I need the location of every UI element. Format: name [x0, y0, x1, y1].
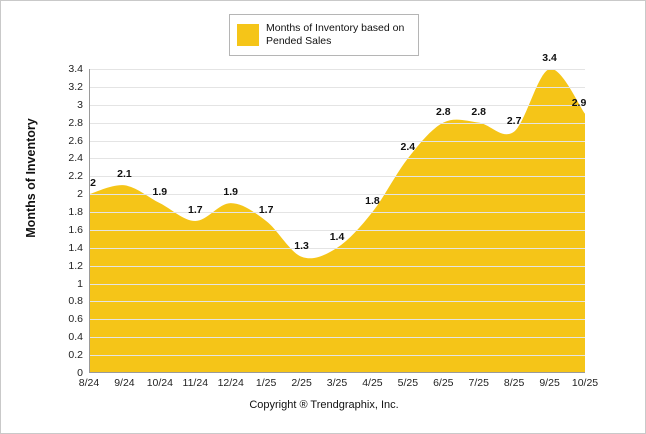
gridline [90, 141, 585, 142]
gridline [90, 194, 585, 195]
gridline [90, 87, 585, 88]
gridline [90, 248, 585, 249]
data-point-label: 1.9 [152, 186, 168, 199]
x-axis-line [89, 372, 585, 373]
y-axis-tick-label: 3.2 [68, 80, 83, 93]
x-axis-tick-label: 9/25 [539, 377, 560, 389]
data-point-label: 1.7 [187, 204, 203, 216]
y-axis-tick-label: 1 [77, 277, 83, 290]
x-axis-tick-label: 1/25 [255, 377, 277, 389]
data-point-label: 2.1 [117, 168, 132, 181]
x-axis-tick-label: 10/24 [146, 377, 173, 389]
data-point-label: 2.8 [471, 105, 487, 118]
y-axis-tick-label: 1.2 [68, 259, 83, 272]
y-axis-tick-label: 1.8 [68, 206, 83, 219]
y-axis-tick-label: 2.6 [68, 134, 83, 147]
x-axis-tick-label: 4/25 [362, 377, 383, 389]
data-point-label: 2.4 [400, 141, 416, 154]
gridline [90, 266, 585, 267]
x-axis-tick-label: 2/25 [291, 377, 312, 389]
gridline [90, 337, 585, 338]
plot-area: 2 2.1 1.9 1.7 1.9 1.7 1.3 1.4 1.8 2.4 2.8 2.8 2.7 3.4… [89, 52, 587, 373]
y-axis-tick-label: 0.6 [68, 313, 83, 326]
y-axis-tick-label: 0.4 [68, 331, 83, 344]
copyright-text: Copyright ® Trendgraphix, Inc. [249, 399, 399, 411]
gridline [90, 105, 585, 106]
y-axis-tick-label: 1.6 [68, 223, 83, 236]
x-axis-tick-label: 12/24 [217, 377, 244, 389]
data-point-label: 2.9 [571, 96, 587, 109]
gridline [90, 176, 585, 177]
area-series-path [89, 69, 585, 373]
gridline [90, 123, 585, 124]
area-series-svg [89, 69, 585, 373]
data-point-label: 2 [90, 177, 96, 190]
x-axis-tick-label: 7/25 [468, 377, 489, 389]
y-axis-tick-label: 3 [77, 98, 83, 111]
x-axis-tick-label: 8/25 [503, 377, 525, 389]
y-axis-line [89, 69, 90, 373]
y-axis-tick-label: 2.8 [68, 116, 83, 129]
gridline [90, 69, 585, 70]
data-point-label: 3.4 [542, 52, 557, 64]
data-point-label: 2.7 [506, 114, 522, 127]
y-axis-tick-label: 0.8 [68, 295, 83, 308]
x-axis-tick-label: 3/25 [326, 377, 348, 389]
gridline [90, 212, 585, 213]
legend-label: Months of Inventory based on Pended Sale… [266, 22, 405, 47]
y-axis-tick-label: 2.4 [68, 152, 83, 165]
data-point-label: 1.3 [294, 239, 309, 252]
data-point-label: 1.8 [365, 195, 380, 208]
gridline [90, 158, 585, 159]
y-axis-tick-label: 1.4 [68, 241, 83, 254]
legend-color-swatch [237, 24, 259, 46]
data-point-label: 2.8 [435, 105, 451, 118]
gridline [90, 230, 585, 231]
x-axis-tick-label: 6/25 [433, 377, 454, 389]
y-axis-tick-label: 0 [77, 367, 83, 379]
gridline [90, 284, 585, 285]
gridline [90, 355, 585, 356]
y-axis-tick-label: 0.2 [68, 349, 83, 362]
y-axis-title: Months of Inventory [24, 118, 38, 238]
data-point-label: 1.7 [258, 204, 274, 216]
data-point-label: 1.9 [223, 186, 239, 199]
y-axis-tick-label: 2.2 [68, 170, 83, 183]
y-axis-tick-label: 3.4 [68, 63, 83, 75]
x-axis-tick-label: 5/25 [397, 377, 419, 389]
x-axis-tick-label: 10/25 [571, 377, 599, 389]
y-axis-tick-labels: 0 0.2 0.4 0.6 0.8 1 1.2 1.4 1.6 1.8 2 2.2 2.4 2.6 2.8 3… [53, 63, 83, 379]
gridline [90, 319, 585, 320]
x-axis-tick-labels: 8/24 9/24 10/24 11/24 12/24 1/25 2/25 3/25 4/25 5… [79, 377, 598, 393]
x-axis-tick-label: 8/24 [78, 377, 100, 389]
x-axis-tick-label: 9/24 [114, 377, 135, 389]
x-axis-tick-label: 11/24 [182, 377, 209, 389]
data-point-label: 1.4 [329, 230, 345, 243]
chart-legend: Months of Inventory based on Pended Sale… [229, 14, 419, 56]
gridline [90, 301, 585, 302]
y-axis-tick-label: 2 [77, 188, 83, 201]
